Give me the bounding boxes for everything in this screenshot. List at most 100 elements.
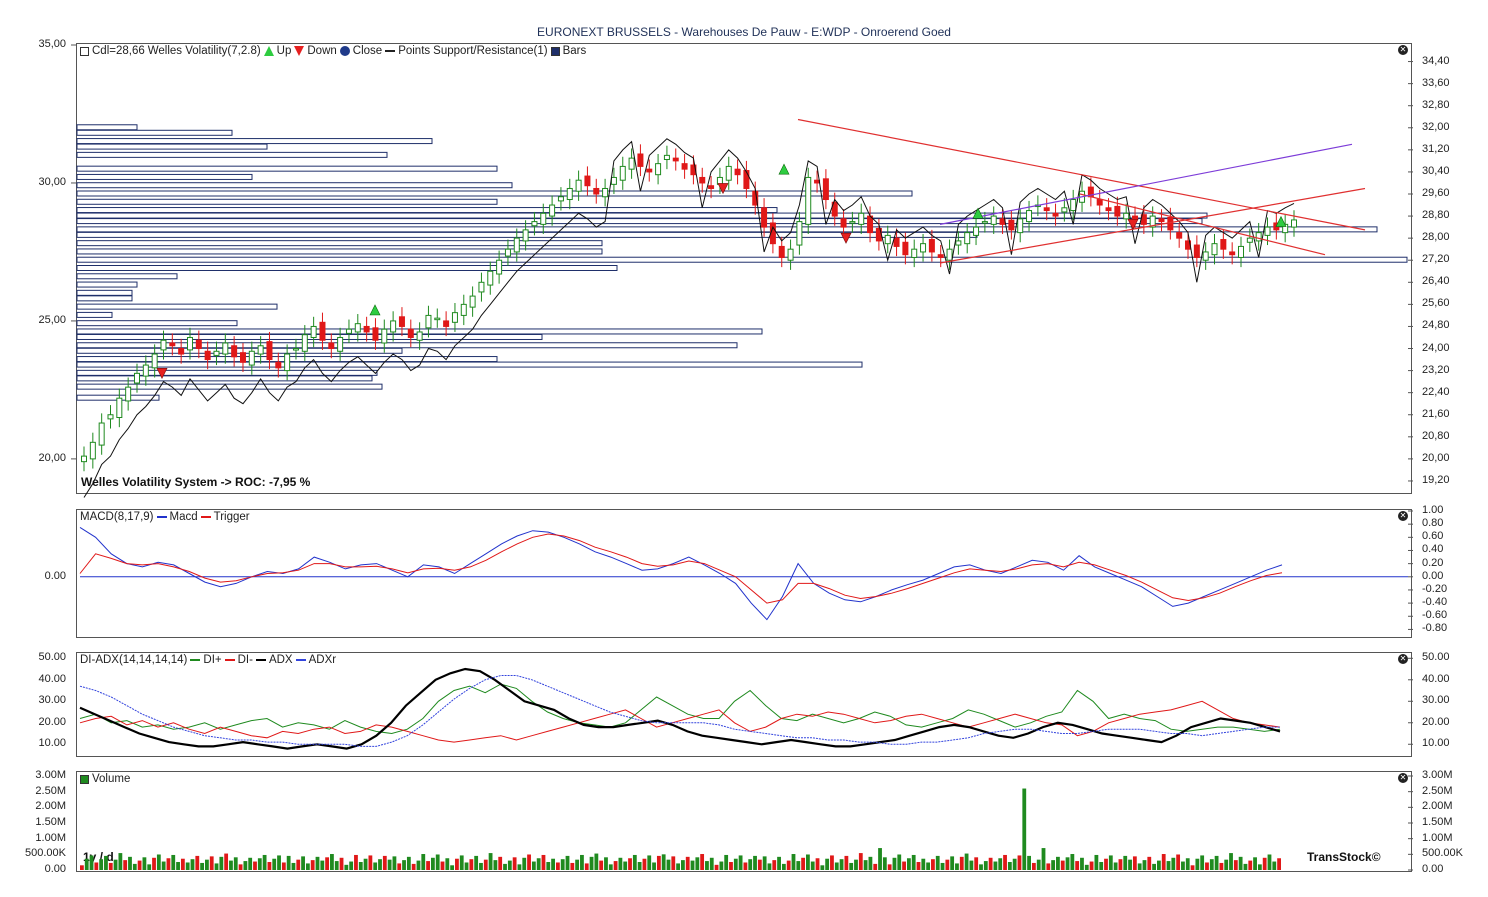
volume-bar-221 [1142,860,1147,870]
price-right-tick-label: 32,00 [1422,120,1450,133]
volume-bar-185 [969,860,974,870]
candle-body-46 [487,270,494,286]
volume-bar-57 [354,854,358,870]
diplus-line-icon [190,659,201,661]
volume-bar-112 [618,857,623,870]
macd-panel[interactable]: MACD(8,17,9) Macd Trigger ✕ [76,509,1412,638]
volume-left-tick-label: 1.50M [35,816,66,828]
volume-bar-71 [421,854,426,870]
volume-bar-36 [253,861,257,870]
volume-bar-13 [142,857,147,870]
volume-bar-141 [757,859,762,870]
sr-bar-3 [76,143,268,150]
candle-body-37 [407,328,414,338]
volume-bar-96 [541,854,546,870]
trigger-line-icon [200,516,211,518]
candle-body-116 [1105,207,1112,212]
macd-line-icon [156,516,167,518]
candle-body-68 [681,163,688,170]
volume-panel[interactable]: Volume ✕ 1y / d TransStock© [76,771,1412,872]
sr-bar-16 [76,248,603,255]
adxr-line-icon [295,659,306,661]
volume-left-tick-label: 2.00M [35,800,66,813]
candle-body-89 [867,215,874,234]
volume-bar-119 [652,862,656,870]
adx-right-tick-label: 30.00 [1422,694,1450,707]
volume-bar-27 [209,856,214,870]
sr-bar-10 [76,207,778,214]
close-icon[interactable]: ✕ [1398,773,1408,783]
trend-line-red-1 [797,118,1366,231]
candle-body-25 [301,334,308,352]
candle-body-58 [593,187,600,195]
volume-bar-235 [1209,859,1214,870]
volume-bar-138 [743,862,748,870]
price-legend: Cdl=28,66 Welles Volatility(7,2.8) Up Do… [80,45,586,57]
macd-right-tick-label: 0.40 [1422,543,1444,556]
volume-bar-212 [1099,862,1104,870]
volume-bar-52 [330,854,334,870]
candle-body-14 [204,350,211,361]
sr-bar-22 [76,295,133,302]
candle-body-105 [1008,219,1015,231]
volume-bar-164 [868,856,873,870]
close-icon[interactable]: ✕ [1398,45,1408,55]
candle-body-122 [1158,218,1165,223]
candle-body-15 [213,350,220,356]
volume-bar-189 [988,857,993,870]
volume-bar-224 [1156,860,1161,870]
volume-bar-216 [1118,859,1123,870]
candle-body-115 [1096,199,1103,206]
volume-bar-120 [656,855,661,870]
volume-bar-143 [767,863,772,870]
volume-bar-113 [623,861,628,870]
volume-bar-84 [483,859,488,870]
volume-bar-102 [570,862,575,870]
price-right-tick-label: 24,00 [1422,341,1450,354]
candle-body-56 [575,179,582,192]
volume-right-tick-label: 2.00M [1422,800,1453,813]
candle-body-12 [186,336,193,351]
adx-series-diminus [79,700,1281,743]
price-right-tick-label: 24,80 [1422,319,1450,332]
up-signal-0 [369,304,381,316]
close-icon[interactable]: ✕ [1398,511,1408,521]
candle-body-134 [1264,226,1271,236]
volume-bar-181 [950,856,955,870]
candle-body-96 [928,239,935,253]
up-signal-2 [972,207,984,219]
sr-bar-19 [76,273,178,280]
volume-bar-91 [517,864,522,870]
volume-bar-127 [690,860,695,870]
volume-bar-114 [628,858,632,870]
volume-bar-160 [849,862,854,870]
candle-body-112 [1070,199,1077,212]
volume-bar-145 [777,856,781,870]
candle-body-107 [1026,210,1033,223]
candle-body-16 [222,342,229,355]
sr-bar-5 [76,165,498,172]
candle-body-40 [434,317,441,321]
volume-bar-69 [411,863,416,870]
sr-bar-33 [76,375,373,382]
volume-bar-81 [469,859,474,870]
volume-bar-2 [89,855,94,870]
adx-legend: DI-ADX(14,14,14,14) DI+ DI- ADX ADXr [80,654,336,666]
macd-right-tick-label: -0.60 [1422,609,1448,622]
candle-body-97 [937,254,944,258]
volume-bar-118 [647,855,652,870]
volume-bar-137 [738,855,743,870]
candle-body-44 [469,295,476,308]
adx-line-icon [255,659,266,661]
volume-bar-82 [474,855,479,870]
macd-right-tick-label: -0.80 [1422,622,1448,635]
candle-icon [80,46,89,56]
candle-body-51 [531,221,538,227]
candle-body-17 [231,345,238,358]
volume-bar-186 [974,857,979,870]
sr-bar-25 [76,320,238,327]
close-icon[interactable]: ✕ [1398,654,1408,664]
volume-bar-215 [1113,862,1118,870]
volume-bar-204 [1060,860,1065,870]
volume-bar-54 [339,857,344,870]
